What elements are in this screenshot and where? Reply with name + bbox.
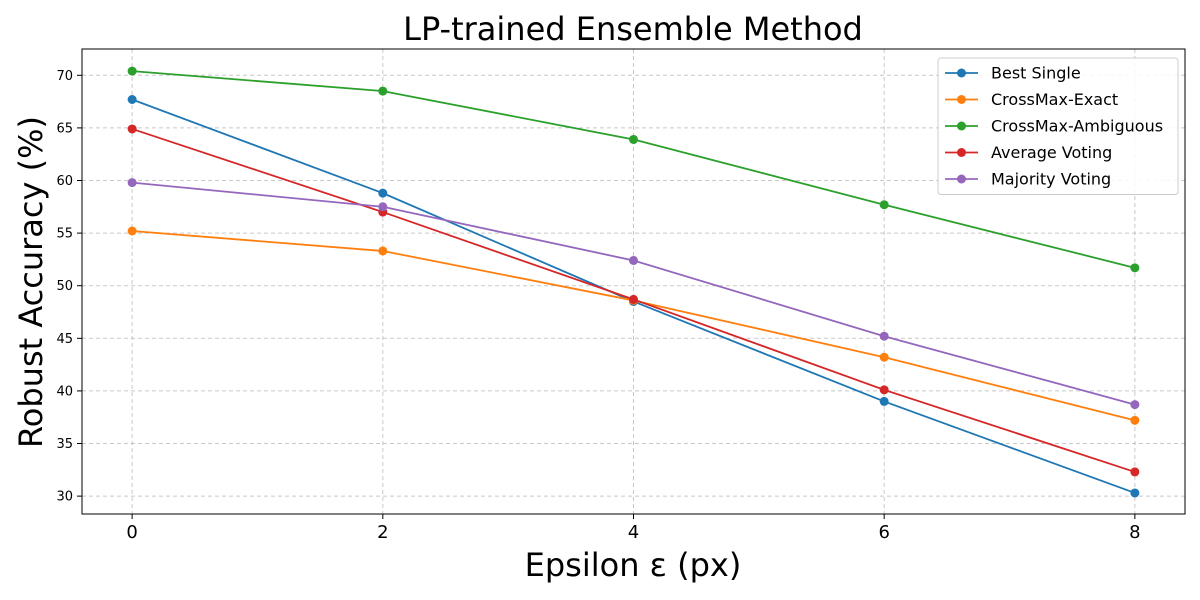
y-tick-label: 30: [56, 490, 73, 505]
y-tick-label: 70: [56, 69, 73, 84]
x-tick-label: 6: [878, 522, 889, 543]
data-point: [629, 255, 638, 265]
data-point: [879, 385, 889, 395]
data-point: [378, 188, 388, 198]
data-point: [879, 396, 889, 406]
y-tick-label: 40: [56, 384, 73, 399]
data-point: [879, 331, 889, 341]
legend-swatch-marker: [957, 95, 966, 104]
y-tick-label: 65: [56, 121, 73, 136]
axes: 0 2 4 6 8 30 35 40 45 50 55 60 65 70: [56, 69, 1140, 543]
legend-swatch-marker: [957, 148, 966, 157]
legend-frame: [937, 57, 1179, 195]
x-axis-label: Epsilon ε (px): [525, 546, 742, 584]
data-point: [127, 178, 137, 188]
series-majority-voting: [127, 178, 1140, 410]
x-tick-label: 0: [126, 522, 137, 543]
y-tick-label: 45: [56, 332, 73, 347]
series-average-voting: [127, 124, 1140, 477]
x-tick-label: 4: [628, 522, 639, 543]
x-tick-label: 8: [1129, 522, 1140, 543]
legend-swatch-marker: [957, 174, 966, 184]
chart-title: LP-trained Ensemble Method: [403, 10, 863, 48]
legend-item: Best Single: [945, 64, 1081, 83]
data-point: [879, 200, 889, 210]
data-point: [378, 202, 388, 212]
data-point: [629, 134, 638, 144]
y-axis-label: Robust Accuracy (%): [12, 116, 50, 448]
legend-item: CrossMax-Ambiguous: [945, 117, 1163, 136]
legend-item: CrossMax-Exact: [945, 90, 1118, 109]
data-point: [1130, 263, 1140, 273]
legend-label: Majority Voting: [991, 170, 1111, 189]
legend-item: Majority Voting: [945, 170, 1111, 189]
x-tick-label: 2: [377, 522, 388, 543]
legend-swatch-marker: [957, 121, 966, 131]
series-layer: [127, 66, 1140, 498]
data-point: [127, 66, 137, 76]
data-point: [629, 294, 638, 304]
data-point: [1130, 415, 1140, 425]
series-crossmax-ambiguous: [127, 66, 1140, 273]
data-point: [1130, 400, 1140, 410]
data-point: [879, 352, 889, 362]
data-point: [378, 246, 388, 256]
data-point: [127, 124, 137, 134]
data-point: [378, 86, 388, 96]
legend-label: CrossMax-Exact: [991, 90, 1118, 109]
data-point: [127, 226, 137, 236]
y-tick-label: 60: [56, 174, 73, 189]
y-tick-label: 50: [56, 279, 73, 294]
legend: Best Single CrossMax-Exact CrossMax-Ambigu…: [937, 57, 1179, 195]
legend-label: Average Voting: [991, 143, 1112, 162]
y-tick-label: 55: [56, 227, 73, 242]
y-tick-label: 35: [56, 437, 73, 452]
legend-label: Best Single: [991, 64, 1081, 83]
data-point: [1130, 488, 1140, 498]
data-point: [1130, 467, 1140, 477]
data-point: [127, 94, 137, 104]
legend-item: Average Voting: [945, 143, 1112, 162]
legend-label: CrossMax-Ambiguous: [991, 117, 1163, 136]
legend-swatch-marker: [957, 68, 966, 78]
